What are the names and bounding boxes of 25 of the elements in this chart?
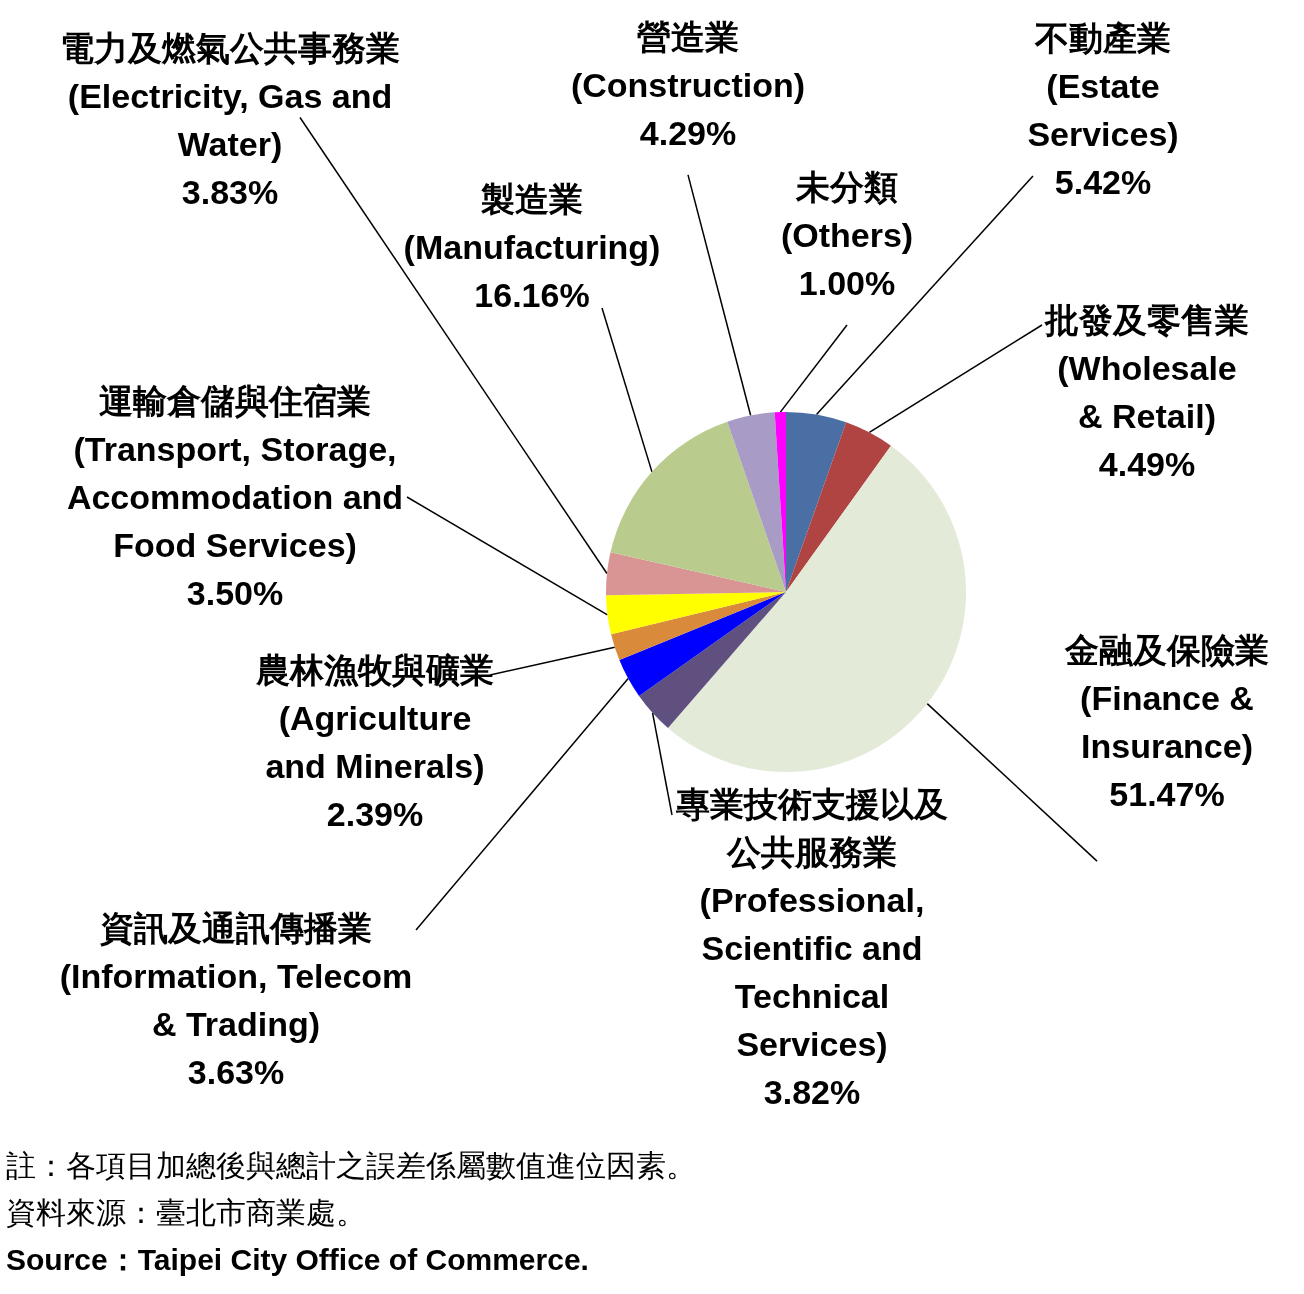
slice-label: 未分類 (Others) [780, 168, 914, 254]
slice-label: 營造業 (Construction) [570, 18, 806, 104]
data-label: 3.63% [187, 1053, 285, 1091]
data-label: 3.50% [186, 574, 284, 612]
text: 註：各項目加總後與總計之誤差係屬數值進位因素。 [6, 1148, 696, 1182]
slice-label: 製造業 (Manufacturing) [403, 180, 661, 266]
slice-label: 農林漁牧與礦業 (Agriculture and Minerals) [255, 651, 494, 785]
data-label: 1.00% [798, 264, 896, 302]
source-note: 資料來源：臺北市商業處。 [6, 1195, 366, 1229]
slice-label: 批發及零售業 (Wholesale & Retail) [1044, 301, 1249, 435]
slice-label: 金融及保險業 (Finance & Insurance) [1064, 631, 1269, 765]
data-label: 4.49% [1098, 445, 1196, 483]
slice-label: 電力及燃氣公共事務業 (Electricity, Gas and Water) [60, 29, 400, 163]
data-label: 3.82% [763, 1073, 861, 1111]
data-label: 2.39% [326, 795, 424, 833]
data-label: 51.47% [1109, 775, 1225, 813]
slice-label: 運輸倉儲與住宿業 (Transport, Storage, Accommodation and Food Services) [66, 382, 404, 564]
source-note: Source：Taipei City Office of Commerce. [6, 1242, 589, 1276]
data-label: 3.83% [181, 173, 279, 211]
slice-label: 不動產業 (Estate Services) [1027, 19, 1179, 153]
slice-label: 資訊及通訊傳播業 (Information, Telecom & Trading) [59, 909, 413, 1043]
data-label: 16.16% [474, 276, 590, 314]
slice-label: 專業技術支援以及公共服務業 (Professional, Scientific and Technical Services) [675, 785, 948, 1063]
data-label: 5.42% [1054, 163, 1152, 201]
data-label: 4.29% [639, 114, 737, 152]
